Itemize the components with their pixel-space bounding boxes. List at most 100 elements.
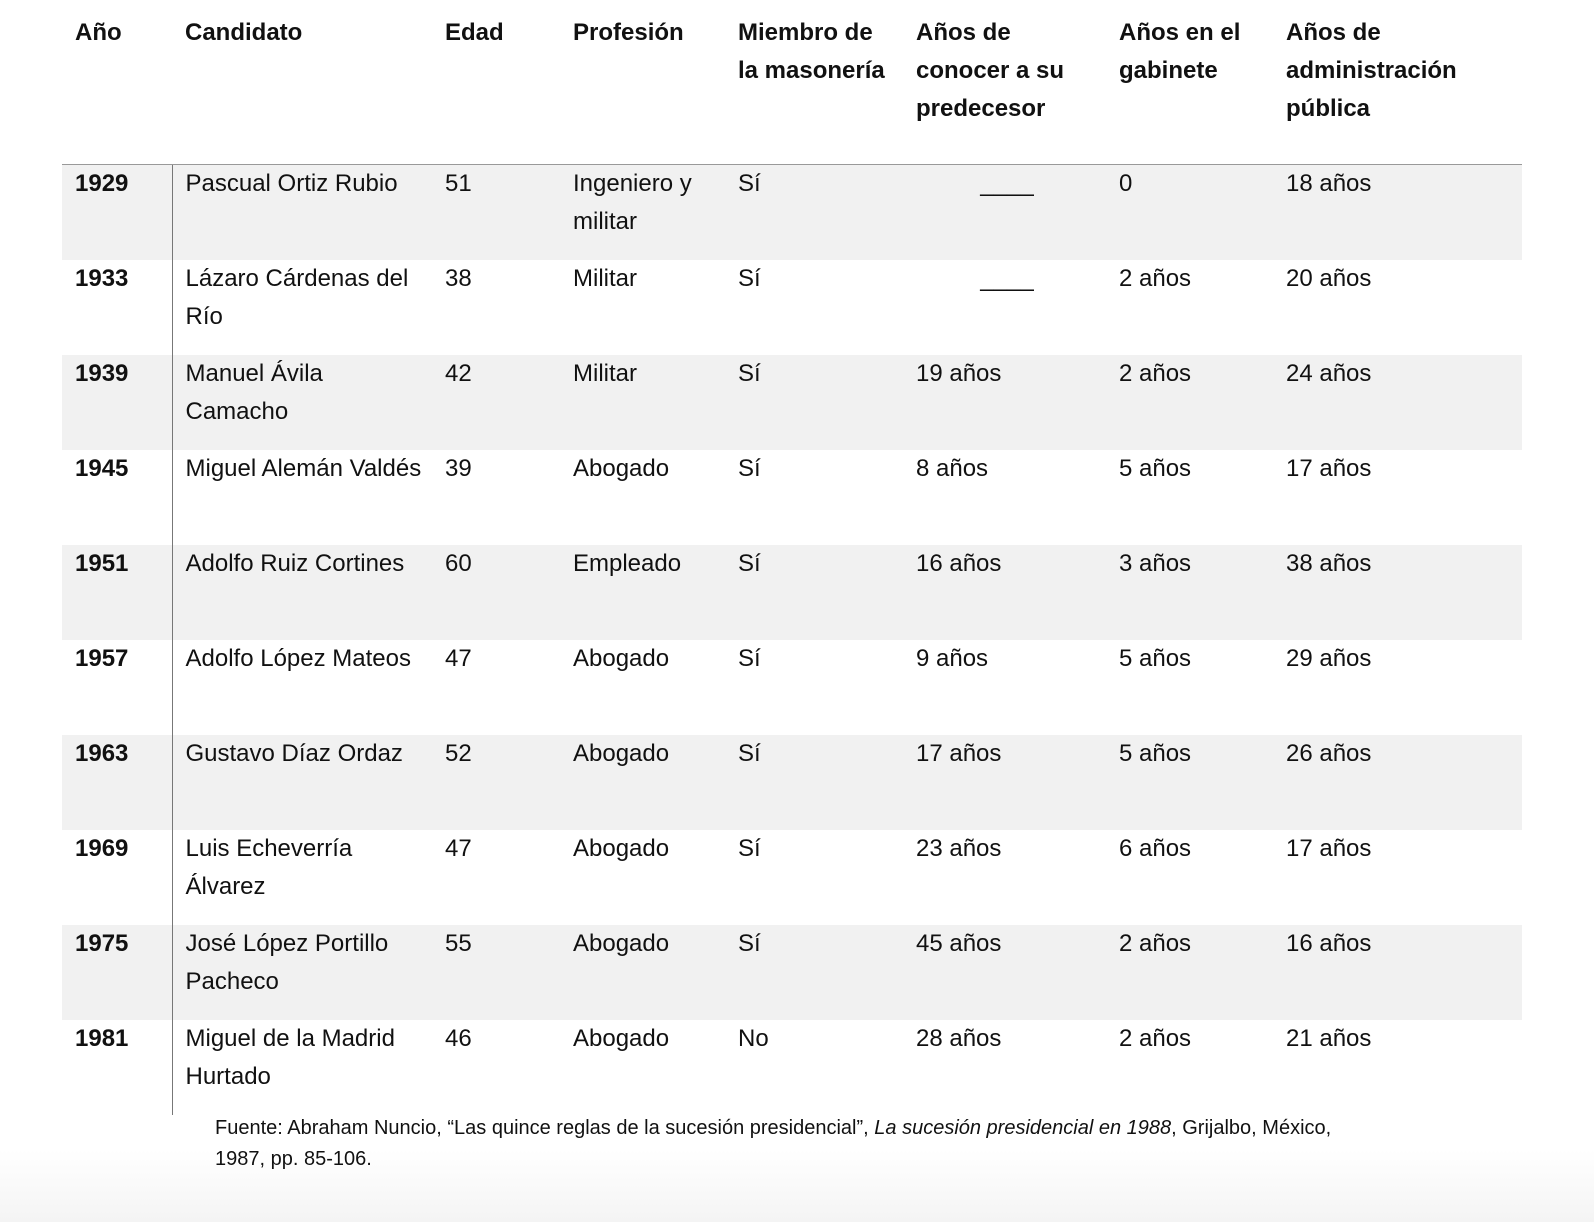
table-cell: 1945 xyxy=(62,449,173,545)
table-cell: Sí xyxy=(725,734,903,830)
table-cell: Militar xyxy=(573,264,637,292)
table-cell: 52 xyxy=(432,734,560,830)
table-cell: 51 xyxy=(432,164,560,260)
table-row: 1975 José López Portillo Pacheco 55 Abogado… xyxy=(62,924,1522,1020)
table-cell: Adolfo López Mateos xyxy=(185,644,411,672)
table-cell: Abogado xyxy=(573,454,670,482)
table-cell: 6 años xyxy=(1119,834,1192,862)
table-cell: 1963 xyxy=(62,734,173,830)
table-cell: 3 años xyxy=(1106,544,1273,640)
column-header: Miembro de la masonería xyxy=(725,14,903,165)
table-cell: 42 xyxy=(432,354,560,450)
table-cell: 24 años xyxy=(1273,354,1522,450)
table-cell: 39 xyxy=(445,454,472,482)
table-cell: 2 años xyxy=(1119,264,1192,292)
column-header: Candidato xyxy=(172,14,432,165)
table-cell: Abogado xyxy=(560,734,725,830)
table-cell: 1929 xyxy=(62,164,173,260)
table-cell: Abogado xyxy=(560,924,725,1020)
column-header: Edad xyxy=(432,14,560,165)
table-cell: 17 años xyxy=(1286,834,1372,862)
table-cell: Sí xyxy=(725,354,903,450)
column-header: Año xyxy=(62,14,172,165)
table-cell: 1981 xyxy=(62,1019,173,1115)
source-note: Fuente: Abraham Nuncio, “Las quince regl… xyxy=(215,1113,1365,1175)
table-cell: Adolfo Ruiz Cortines xyxy=(172,544,432,640)
table-container: Año Candidato Edad Profesión Miembro de la m… xyxy=(62,14,1522,1115)
table-cell: 5 años xyxy=(1106,734,1273,830)
table-cell: 1969 xyxy=(62,829,173,925)
table-cell: 1933 xyxy=(62,259,173,355)
table-cell: 60 xyxy=(432,544,560,640)
table-cell: 28 años xyxy=(916,1024,1002,1052)
table-cell: Miguel Alemán Valdés xyxy=(185,454,422,482)
table-cell: 55 xyxy=(432,924,560,1020)
table-cell: Sí xyxy=(738,644,761,672)
table-cell: 29 años xyxy=(1286,644,1372,672)
table-row: 1963 Gustavo Díaz Ordaz 52 Abogado Sí 17 años… xyxy=(62,734,1522,830)
table-cell: 0 xyxy=(1106,164,1273,260)
table-cell: 26 años xyxy=(1273,734,1522,830)
table-row: 1957 Adolfo López Mateos 47 Abogado Sí 9 años… xyxy=(62,639,1522,735)
table-cell: 19 años xyxy=(903,354,1106,450)
table-cell: 1951 xyxy=(62,544,173,640)
table-cell: Abogado xyxy=(573,644,670,672)
table-cell: 2 años xyxy=(1106,924,1273,1020)
table-cell: 1957 xyxy=(62,639,173,735)
table-cell: 20 años xyxy=(1286,264,1372,292)
source-title: La sucesión presidencial en 1988 xyxy=(874,1117,1172,1139)
table-cell: 18 años xyxy=(1273,164,1522,260)
column-header: Años en el gabinete xyxy=(1106,14,1273,165)
table-cell: 23 años xyxy=(916,834,1002,862)
table-cell: 38 xyxy=(445,264,472,292)
table-cell: 2 años xyxy=(1106,354,1273,450)
table-row: 1933 Lázaro Cárdenas del Río 38 Militar Sí __… xyxy=(62,259,1522,355)
table-cell: 38 años xyxy=(1273,544,1522,640)
column-header: Años de conocer a su predecesor xyxy=(903,14,1106,165)
table-cell: Miguel de la Madrid Hurtado xyxy=(185,1024,395,1090)
table-cell: 17 años xyxy=(903,734,1106,830)
table-row: 1945 Miguel Alemán Valdés 39 Abogado Sí 8 año… xyxy=(62,449,1522,545)
column-header: Años de administración pública xyxy=(1273,14,1522,165)
table-cell: 46 xyxy=(445,1024,472,1052)
table-row: 1951 Adolfo Ruiz Cortines 60 Empleado Sí 16 a… xyxy=(62,544,1522,640)
table-cell: 16 años xyxy=(1273,924,1522,1020)
table-body: 1929 Pascual Ortiz Rubio 51 Ingeniero y mil… xyxy=(62,164,1522,1115)
table-cell: Lázaro Cárdenas del Río xyxy=(185,264,409,330)
table-cell: 45 años xyxy=(903,924,1106,1020)
page-shadow xyxy=(0,1150,1594,1222)
table: Año Candidato Edad Profesión Miembro de la m… xyxy=(62,14,1522,1115)
table-cell: Sí xyxy=(738,264,761,292)
table-cell: 1975 xyxy=(62,924,173,1020)
table-cell: Pascual Ortiz Rubio xyxy=(172,164,432,260)
table-row: 1969 Luis Echeverría Álvarez 47 Abogado Sí 23… xyxy=(62,829,1522,925)
table-cell: Gustavo Díaz Ordaz xyxy=(172,734,432,830)
table-cell: ____ xyxy=(980,264,1034,292)
table-cell: 47 xyxy=(445,834,472,862)
table-cell: Sí xyxy=(738,454,761,482)
table-cell: Militar xyxy=(560,354,725,450)
header-row: Año Candidato Edad Profesión Miembro de la m… xyxy=(62,14,1522,165)
column-header: Profesión xyxy=(560,14,725,165)
table-cell: 21 años xyxy=(1286,1024,1372,1052)
table-cell: Sí xyxy=(725,164,903,260)
table-cell: José López Portillo Pacheco xyxy=(172,924,432,1020)
table-cell: Empleado xyxy=(560,544,725,640)
table-cell: 2 años xyxy=(1119,1024,1192,1052)
table-cell: Manuel Ávila Camacho xyxy=(172,354,432,450)
table-cell: No xyxy=(738,1024,769,1052)
table-cell: 9 años xyxy=(916,644,989,672)
table-cell: Sí xyxy=(725,544,903,640)
table-cell: 8 años xyxy=(916,454,989,482)
table-cell: Sí xyxy=(725,924,903,1020)
table-row: 1939 Manuel Ávila Camacho 42 Militar Sí 19 añ… xyxy=(62,354,1522,450)
table-cell: Luis Echeverría Álvarez xyxy=(185,834,353,900)
table-cell: 5 años xyxy=(1119,644,1192,672)
table-cell: Sí xyxy=(738,834,761,862)
table-cell: 5 años xyxy=(1119,454,1192,482)
table-cell: 1939 xyxy=(62,354,173,450)
table-row: 1929 Pascual Ortiz Rubio 51 Ingeniero y mil… xyxy=(62,164,1522,260)
table-row: 1981 Miguel de la Madrid Hurtado 46 Abogado… xyxy=(62,1019,1522,1115)
table-cell: Ingeniero y militar xyxy=(560,164,725,260)
